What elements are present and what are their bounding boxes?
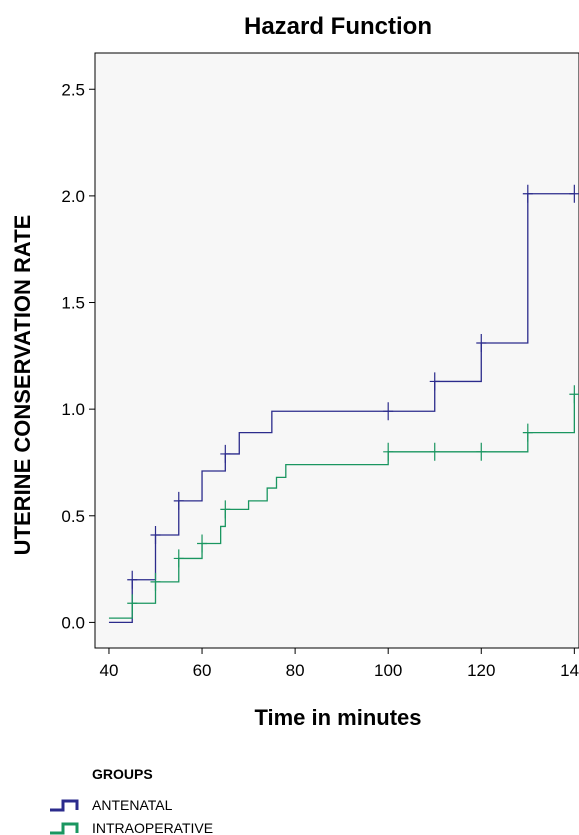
y-tick-label: 1.5: [61, 294, 85, 313]
y-tick-label: 0.0: [61, 613, 85, 632]
x-axis: 40 60 80 100 120 140: [100, 648, 579, 680]
chart-title: Hazard Function: [244, 13, 432, 40]
y-tick-label: 2.0: [61, 187, 85, 206]
y-axis-title: UTERINE CONSERVATION RATE: [10, 215, 35, 556]
x-tick-label: 80: [286, 661, 305, 680]
y-tick-label: 0.5: [61, 507, 85, 526]
y-axis: 0.0 0.5 1.0 1.5 2.0 2.5: [61, 80, 95, 632]
x-axis-title: Time in minutes: [254, 705, 421, 730]
x-tick-label: 60: [193, 661, 212, 680]
x-tick-label: 120: [467, 661, 495, 680]
y-tick-label: 1.0: [61, 400, 85, 419]
x-tick-label: 40: [100, 661, 119, 680]
legend-items: ANTENATAL INTRAOPERATIVE: [50, 797, 213, 835]
legend-swatch: [50, 824, 77, 833]
legend-label: ANTENATAL: [92, 797, 173, 813]
legend-title: GROUPS: [92, 766, 153, 782]
y-tick-label: 2.5: [61, 80, 85, 99]
x-tick-label: 140: [560, 661, 579, 680]
x-tick-label: 100: [374, 661, 402, 680]
plot-area: [95, 53, 579, 648]
legend: GROUPS ANTENATAL INTRAOPERATIVE: [50, 766, 213, 835]
legend-label: INTRAOPERATIVE: [92, 820, 213, 835]
legend-swatch: [50, 801, 77, 810]
